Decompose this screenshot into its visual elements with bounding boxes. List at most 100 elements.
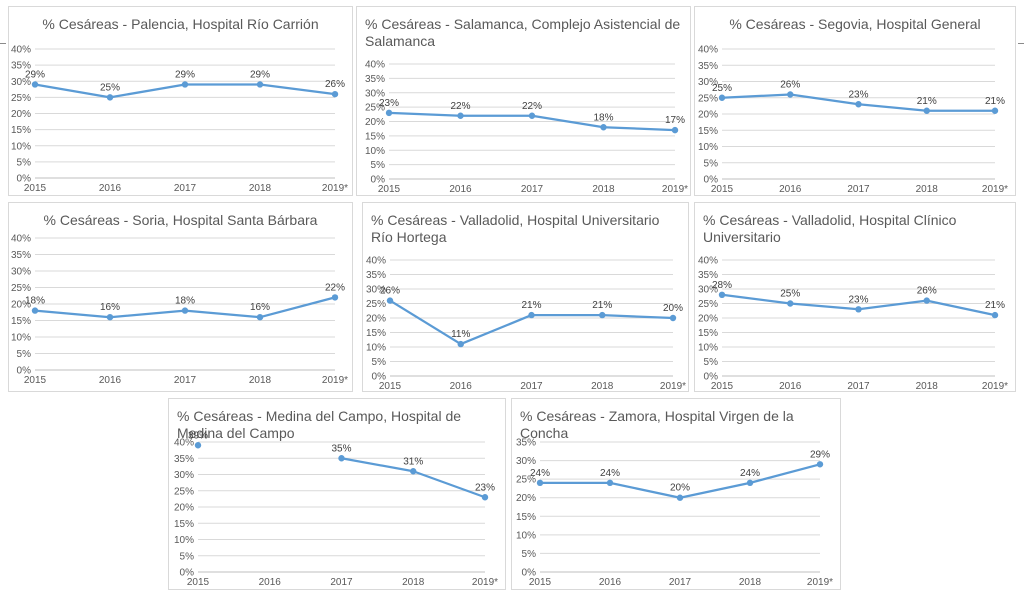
y-tick-label: 40% [365,60,385,71]
x-tick-label: 2018 [592,184,615,195]
data-point [31,307,39,314]
x-tick-label: 2016 [99,375,122,386]
data-point [923,297,930,304]
x-tick-label: 2015 [529,577,552,588]
chart-medina: % Cesáreas - Medina del Campo, Hospital … [168,398,506,590]
y-tick-label: 35% [11,61,31,72]
data-label: 29% [810,449,830,460]
x-tick-label: 2017 [174,375,197,386]
x-tick-label: 2015 [711,184,734,195]
data-label: 25% [100,82,120,93]
y-tick-label: 40% [174,438,194,449]
y-tick-label: 30% [365,88,385,99]
data-point [338,455,345,462]
chart-plot: 0% 5% 10% 15% 20% 25% 30% 35% 40% 2015 2016 2017 201… [365,60,688,196]
data-label: 23% [848,89,868,100]
chart-title: % Cesáreas - Palencia, Hospital Río Carr… [42,16,319,32]
data-point [787,91,794,98]
data-label: 22% [450,101,470,112]
edge-tick-mark [0,43,6,44]
data-point [923,107,930,114]
x-tick-label: 2015 [24,183,47,194]
y-tick-label: 25% [11,283,31,294]
data-point [855,101,862,108]
data-point [181,81,189,88]
x-tick-label: 2018 [739,577,762,588]
data-point [481,494,489,501]
y-tick-label: 10% [516,530,536,541]
x-tick-label: 2019* [472,577,498,588]
data-label: 24% [740,468,760,479]
x-tick-label: 2015 [379,381,402,392]
y-tick-label: 35% [365,74,385,85]
data-point [528,311,535,319]
y-tick-label: 0% [371,175,386,186]
y-tick-label: 30% [11,77,31,88]
y-tick-label: 20% [11,300,31,311]
y-tick-label: 30% [11,267,31,278]
x-tick-label: 2017 [847,184,870,195]
y-tick-label: 35% [698,61,718,72]
chart-title: % Cesáreas - Segovia, Hospital General [729,16,981,32]
x-tick-label: 2016 [779,184,802,195]
y-tick-label: 25% [698,299,718,310]
data-label: 17% [665,115,685,126]
data-label: 25% [780,289,800,300]
data-point [816,461,824,468]
data-label: 26% [380,286,400,297]
data-point [855,306,862,313]
y-tick-label: 10% [11,141,31,152]
data-point [600,124,607,131]
data-point [991,107,999,114]
data-label: 26% [325,79,345,90]
y-tick-label: 25% [516,475,536,486]
x-tick-label: 2019* [807,577,833,588]
x-tick-label: 2017 [669,577,692,588]
y-tick-label: 5% [704,158,719,169]
data-label: 29% [25,69,45,80]
x-tick-label: 2016 [259,577,282,588]
data-label: 21% [985,300,1005,311]
data-point [331,294,339,301]
y-tick-label: 35% [698,270,718,281]
data-label: 16% [250,302,270,313]
x-tick-label: 2017 [174,183,197,194]
data-label: 25% [712,83,732,94]
y-tick-label: 15% [516,512,536,523]
x-tick-label: 2019* [322,183,348,194]
x-tick-label: 2016 [99,183,122,194]
y-tick-label: 30% [174,470,194,481]
data-point [606,479,614,487]
data-label: 29% [175,69,195,80]
data-point [718,291,726,298]
chart-plot: 0% 5% 10% 15% 20% 25% 30% 35% 40% 2015 2016 2017 201… [174,430,498,588]
y-tick-label: 15% [11,316,31,327]
x-tick-label: 2018 [249,183,272,194]
data-point [536,479,544,487]
y-tick-label: 20% [698,110,718,121]
data-point [746,479,754,487]
y-tick-label: 25% [174,486,194,497]
data-label: 28% [712,280,732,291]
y-tick-label: 10% [365,146,385,157]
y-tick-label: 25% [698,93,718,104]
data-label: 31% [403,456,423,467]
y-tick-label: 20% [516,493,536,504]
y-tick-label: 30% [366,285,386,296]
data-point [410,468,417,475]
data-label: 24% [600,468,620,479]
chart-title: % Cesáreas - Valladolid, Hospital Clínic… [703,212,957,245]
data-point [671,126,679,134]
chart-segovia: % Cesáreas - Segovia, Hospital General 0… [694,6,1016,196]
x-tick-label: 2015 [24,375,47,386]
y-tick-label: 0% [522,568,537,579]
data-label: 22% [522,101,542,112]
y-tick-label: 35% [366,270,386,281]
y-tick-label: 30% [516,456,536,467]
data-point [194,442,202,449]
x-tick-label: 2017 [847,381,870,392]
data-label: 20% [670,483,690,494]
data-point [718,94,726,101]
x-tick-label: 2019* [660,381,686,392]
x-tick-label: 2015 [378,184,401,195]
